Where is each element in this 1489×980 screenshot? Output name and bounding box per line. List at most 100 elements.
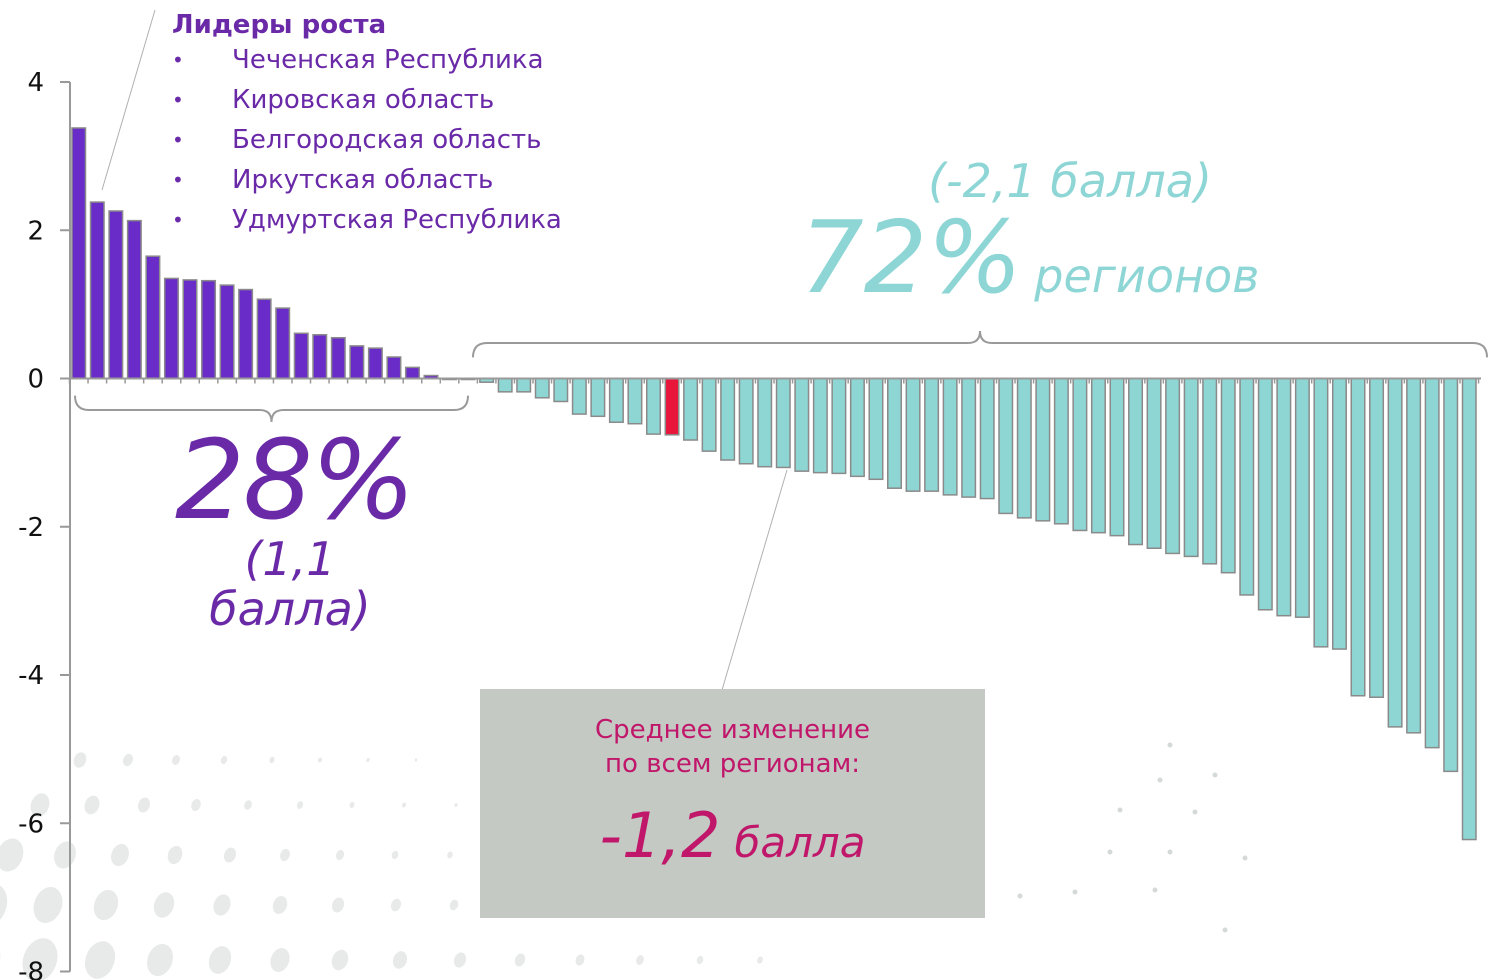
background-dot: [208, 946, 232, 974]
bar: [1053, 377, 1069, 525]
bar: [1072, 377, 1088, 532]
background-dot: [269, 756, 275, 764]
bar: [1090, 377, 1106, 534]
bar: [738, 377, 754, 465]
bar: [683, 377, 699, 441]
bar-highlight: [664, 377, 680, 436]
negative-share-score: (-2,1 балла): [928, 154, 1212, 208]
bar: [1165, 377, 1181, 555]
growth-leaders-list: Чеченская Республика Кировская область Б…: [172, 42, 562, 242]
bar: [831, 377, 847, 475]
brace-positive: [74, 395, 469, 423]
bar: [775, 377, 791, 469]
y-tick-label: 0: [27, 365, 44, 395]
y-tick-label: -8: [18, 958, 44, 980]
average-change-label: Среднее изменение по всем регионам:: [480, 713, 985, 781]
background-dot: [171, 755, 181, 765]
bar: [516, 377, 532, 393]
background-dot: [575, 954, 585, 966]
bar: [590, 377, 606, 418]
bar: [942, 377, 958, 496]
bar: [386, 356, 402, 380]
bar: [701, 377, 717, 452]
bar: [1461, 377, 1477, 841]
bar: [553, 377, 569, 403]
bar: [238, 288, 254, 380]
bar: [1331, 377, 1347, 650]
background-dot: [696, 955, 704, 965]
negative-share-percent: 72%: [800, 199, 1023, 316]
background-dot: [1242, 855, 1248, 861]
background-dot: [0, 883, 8, 927]
background-dot: [1152, 887, 1158, 893]
bar: [1146, 377, 1162, 549]
positive-share-score: (1,1 балла): [209, 532, 371, 636]
bar: [1016, 377, 1032, 519]
bar: [887, 377, 903, 489]
bar: [534, 377, 550, 399]
bar-series: [71, 127, 1477, 841]
background-dot: [122, 753, 134, 767]
background-dot: [1107, 849, 1113, 855]
bar: [868, 377, 884, 481]
annotation-leader-lines: [101, 9, 788, 691]
leader-item: Иркутская область: [172, 162, 562, 202]
bar: [979, 377, 995, 500]
background-dot: [296, 801, 304, 809]
bar: [1387, 377, 1403, 728]
background-dot: [1212, 772, 1218, 778]
average-change-value: -1,2 балла: [480, 799, 985, 872]
background-dot: [454, 803, 458, 807]
average-value-number: -1,2: [599, 799, 721, 872]
bar: [849, 377, 865, 478]
background-dot: [317, 757, 323, 763]
background-dot: [636, 955, 644, 965]
background-dot: [1167, 849, 1173, 855]
background-dot: [414, 758, 418, 762]
average-change-box: Среднее изменение по всем регионам: -1,2…: [480, 689, 985, 918]
leader-pointer-line: [101, 9, 156, 191]
bar: [905, 377, 921, 492]
background-dot: [1117, 807, 1123, 813]
background-dot: [33, 886, 63, 924]
background-dot: [402, 802, 406, 808]
bar: [312, 334, 328, 380]
background-dot: [757, 956, 763, 964]
bar: [1313, 377, 1329, 648]
bar: [1276, 377, 1292, 617]
y-tick-label: -4: [18, 661, 44, 691]
bar: [1294, 377, 1310, 618]
positive-share-percent: 28%: [175, 416, 416, 544]
bar: [89, 201, 105, 380]
background-dot: [1167, 742, 1173, 748]
background-dot: [453, 952, 467, 968]
average-label-line2: по всем регионам:: [605, 749, 860, 779]
background-dot: [272, 896, 288, 914]
y-tick-label: 2: [27, 216, 44, 246]
bar: [1257, 377, 1273, 611]
bar: [1128, 377, 1144, 546]
bar: [1183, 377, 1199, 558]
background-dot: [111, 843, 129, 867]
background-dot: [280, 848, 290, 862]
y-axis: 4 2 0 -2 -4 -6 -8: [18, 68, 71, 980]
bar: [219, 284, 235, 380]
bar: [349, 345, 365, 380]
leader-item: Чеченская Республика: [172, 42, 562, 82]
bar: [627, 377, 643, 425]
bar: [924, 377, 940, 492]
bar: [1239, 377, 1255, 596]
bar: [163, 277, 179, 380]
bar: [757, 377, 773, 468]
brace-negative: [472, 330, 1488, 358]
bar: [1109, 377, 1125, 537]
leader-item: Белгородская область: [172, 122, 562, 162]
background-dot: [331, 897, 345, 913]
bar: [330, 336, 346, 380]
leader-item: Кировская область: [172, 82, 562, 122]
bar: [1443, 377, 1459, 773]
bar: [794, 377, 810, 472]
bar: [201, 279, 217, 380]
bar: [1406, 377, 1422, 734]
